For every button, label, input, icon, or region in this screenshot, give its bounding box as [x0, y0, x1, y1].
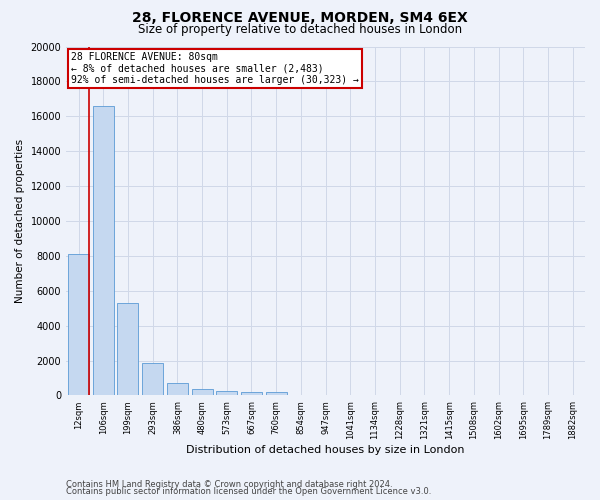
Bar [191, 390, 212, 396]
Bar [142, 363, 163, 396]
Text: Contains public sector information licensed under the Open Government Licence v3: Contains public sector information licen… [66, 487, 431, 496]
Text: 28 FLORENCE AVENUE: 80sqm
← 8% of detached houses are smaller (2,483)
92% of sem: 28 FLORENCE AVENUE: 80sqm ← 8% of detach… [71, 52, 359, 85]
Bar [266, 392, 287, 396]
Y-axis label: Number of detached properties: Number of detached properties [15, 139, 25, 303]
Bar [216, 390, 237, 396]
Bar [118, 303, 139, 396]
Text: Contains HM Land Registry data © Crown copyright and database right 2024.: Contains HM Land Registry data © Crown c… [66, 480, 392, 489]
Bar [93, 106, 114, 396]
Text: Size of property relative to detached houses in London: Size of property relative to detached ho… [138, 22, 462, 36]
Bar [290, 394, 311, 396]
X-axis label: Distribution of detached houses by size in London: Distribution of detached houses by size … [187, 445, 465, 455]
Text: 28, FLORENCE AVENUE, MORDEN, SM4 6EX: 28, FLORENCE AVENUE, MORDEN, SM4 6EX [132, 11, 468, 25]
Bar [68, 254, 89, 396]
Bar [241, 392, 262, 396]
Bar [167, 383, 188, 396]
